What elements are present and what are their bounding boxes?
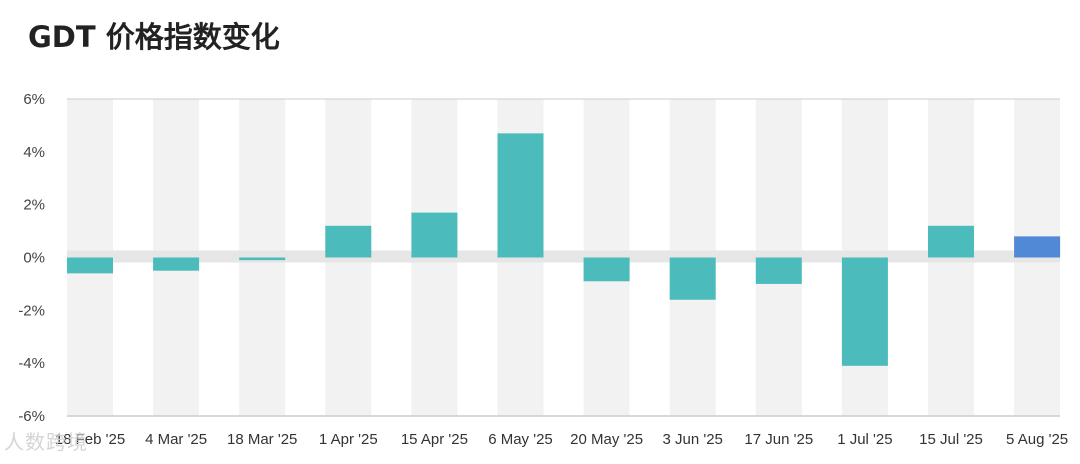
x-tick-label: 18 Feb '25 (55, 431, 125, 448)
x-tick-label: 1 Jul '25 (837, 431, 892, 448)
bars (67, 133, 1061, 366)
zero-band (67, 250, 1060, 263)
x-tick-label: 6 May '25 (488, 431, 553, 448)
bar-18-mar-25 (239, 257, 286, 261)
gridlines (67, 98, 1060, 417)
bar-15-apr-25 (411, 212, 458, 258)
y-axis-ticks: 6% 4% 2% 0% -2% -4% -6% (18, 91, 45, 425)
bar-15-jul-25 (928, 225, 974, 258)
bar-1-jul-25 (841, 257, 888, 366)
y-tick-label: 4% (23, 144, 45, 161)
x-tick-label: 15 Apr '25 (401, 431, 468, 448)
bar-20-may-25 (583, 257, 630, 282)
y-tick-label: -2% (18, 302, 45, 319)
x-tick-label: 1 Apr '25 (319, 431, 378, 448)
y-tick-label: 0% (23, 250, 45, 267)
bar-1-apr-25 (325, 225, 372, 258)
y-tick-label: 6% (23, 91, 45, 108)
x-axis-ticks: 18 Feb '25 4 Mar '25 18 Mar '25 1 Apr '25 15… (55, 431, 1068, 448)
bar-3-jun-25 (669, 257, 716, 300)
y-tick-label: 2% (23, 197, 45, 214)
bar-17-jun-25 (755, 257, 802, 284)
x-tick-label: 4 Mar '25 (145, 431, 207, 448)
y-tick-label: -4% (18, 355, 45, 372)
x-tick-label: 3 Jun '25 (662, 431, 722, 448)
chart-title: GDT 价格指数变化 (28, 20, 280, 54)
x-tick-label: 15 Jul '25 (919, 431, 983, 448)
bar-4-mar-25 (153, 257, 200, 271)
x-tick-label: 5 Aug '25 (1006, 431, 1068, 448)
bar-18-feb-25 (67, 257, 113, 274)
bar-5-aug-25 (1014, 236, 1061, 258)
watermark-logo: 人数跨境 (4, 430, 88, 454)
x-tick-label: 20 May '25 (570, 431, 643, 448)
bar-6-may-25 (497, 133, 544, 258)
x-tick-label: 17 Jun '25 (744, 431, 813, 448)
zero-line-band (67, 250, 1060, 263)
y-tick-label: -6% (18, 408, 45, 425)
x-tick-label: 18 Mar '25 (227, 431, 297, 448)
